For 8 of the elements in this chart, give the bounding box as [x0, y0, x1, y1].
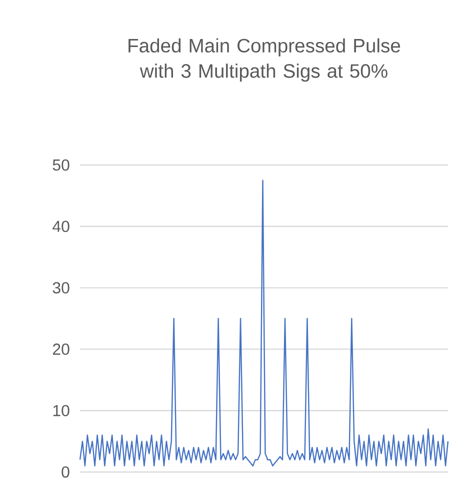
y-tick-label: 30	[52, 282, 70, 294]
chart-title: Faded Main Compressed Pulse with 3 Multipath Sigs at 50%	[128, 38, 400, 82]
y-tick-label: 0	[62, 466, 70, 478]
y-tick-label: 40	[52, 220, 70, 232]
y-tick-label: 20	[52, 344, 70, 355]
y-tick-label: 10	[53, 404, 70, 416]
line-series	[79, 180, 449, 466]
y-tick-label: 50	[52, 159, 70, 171]
